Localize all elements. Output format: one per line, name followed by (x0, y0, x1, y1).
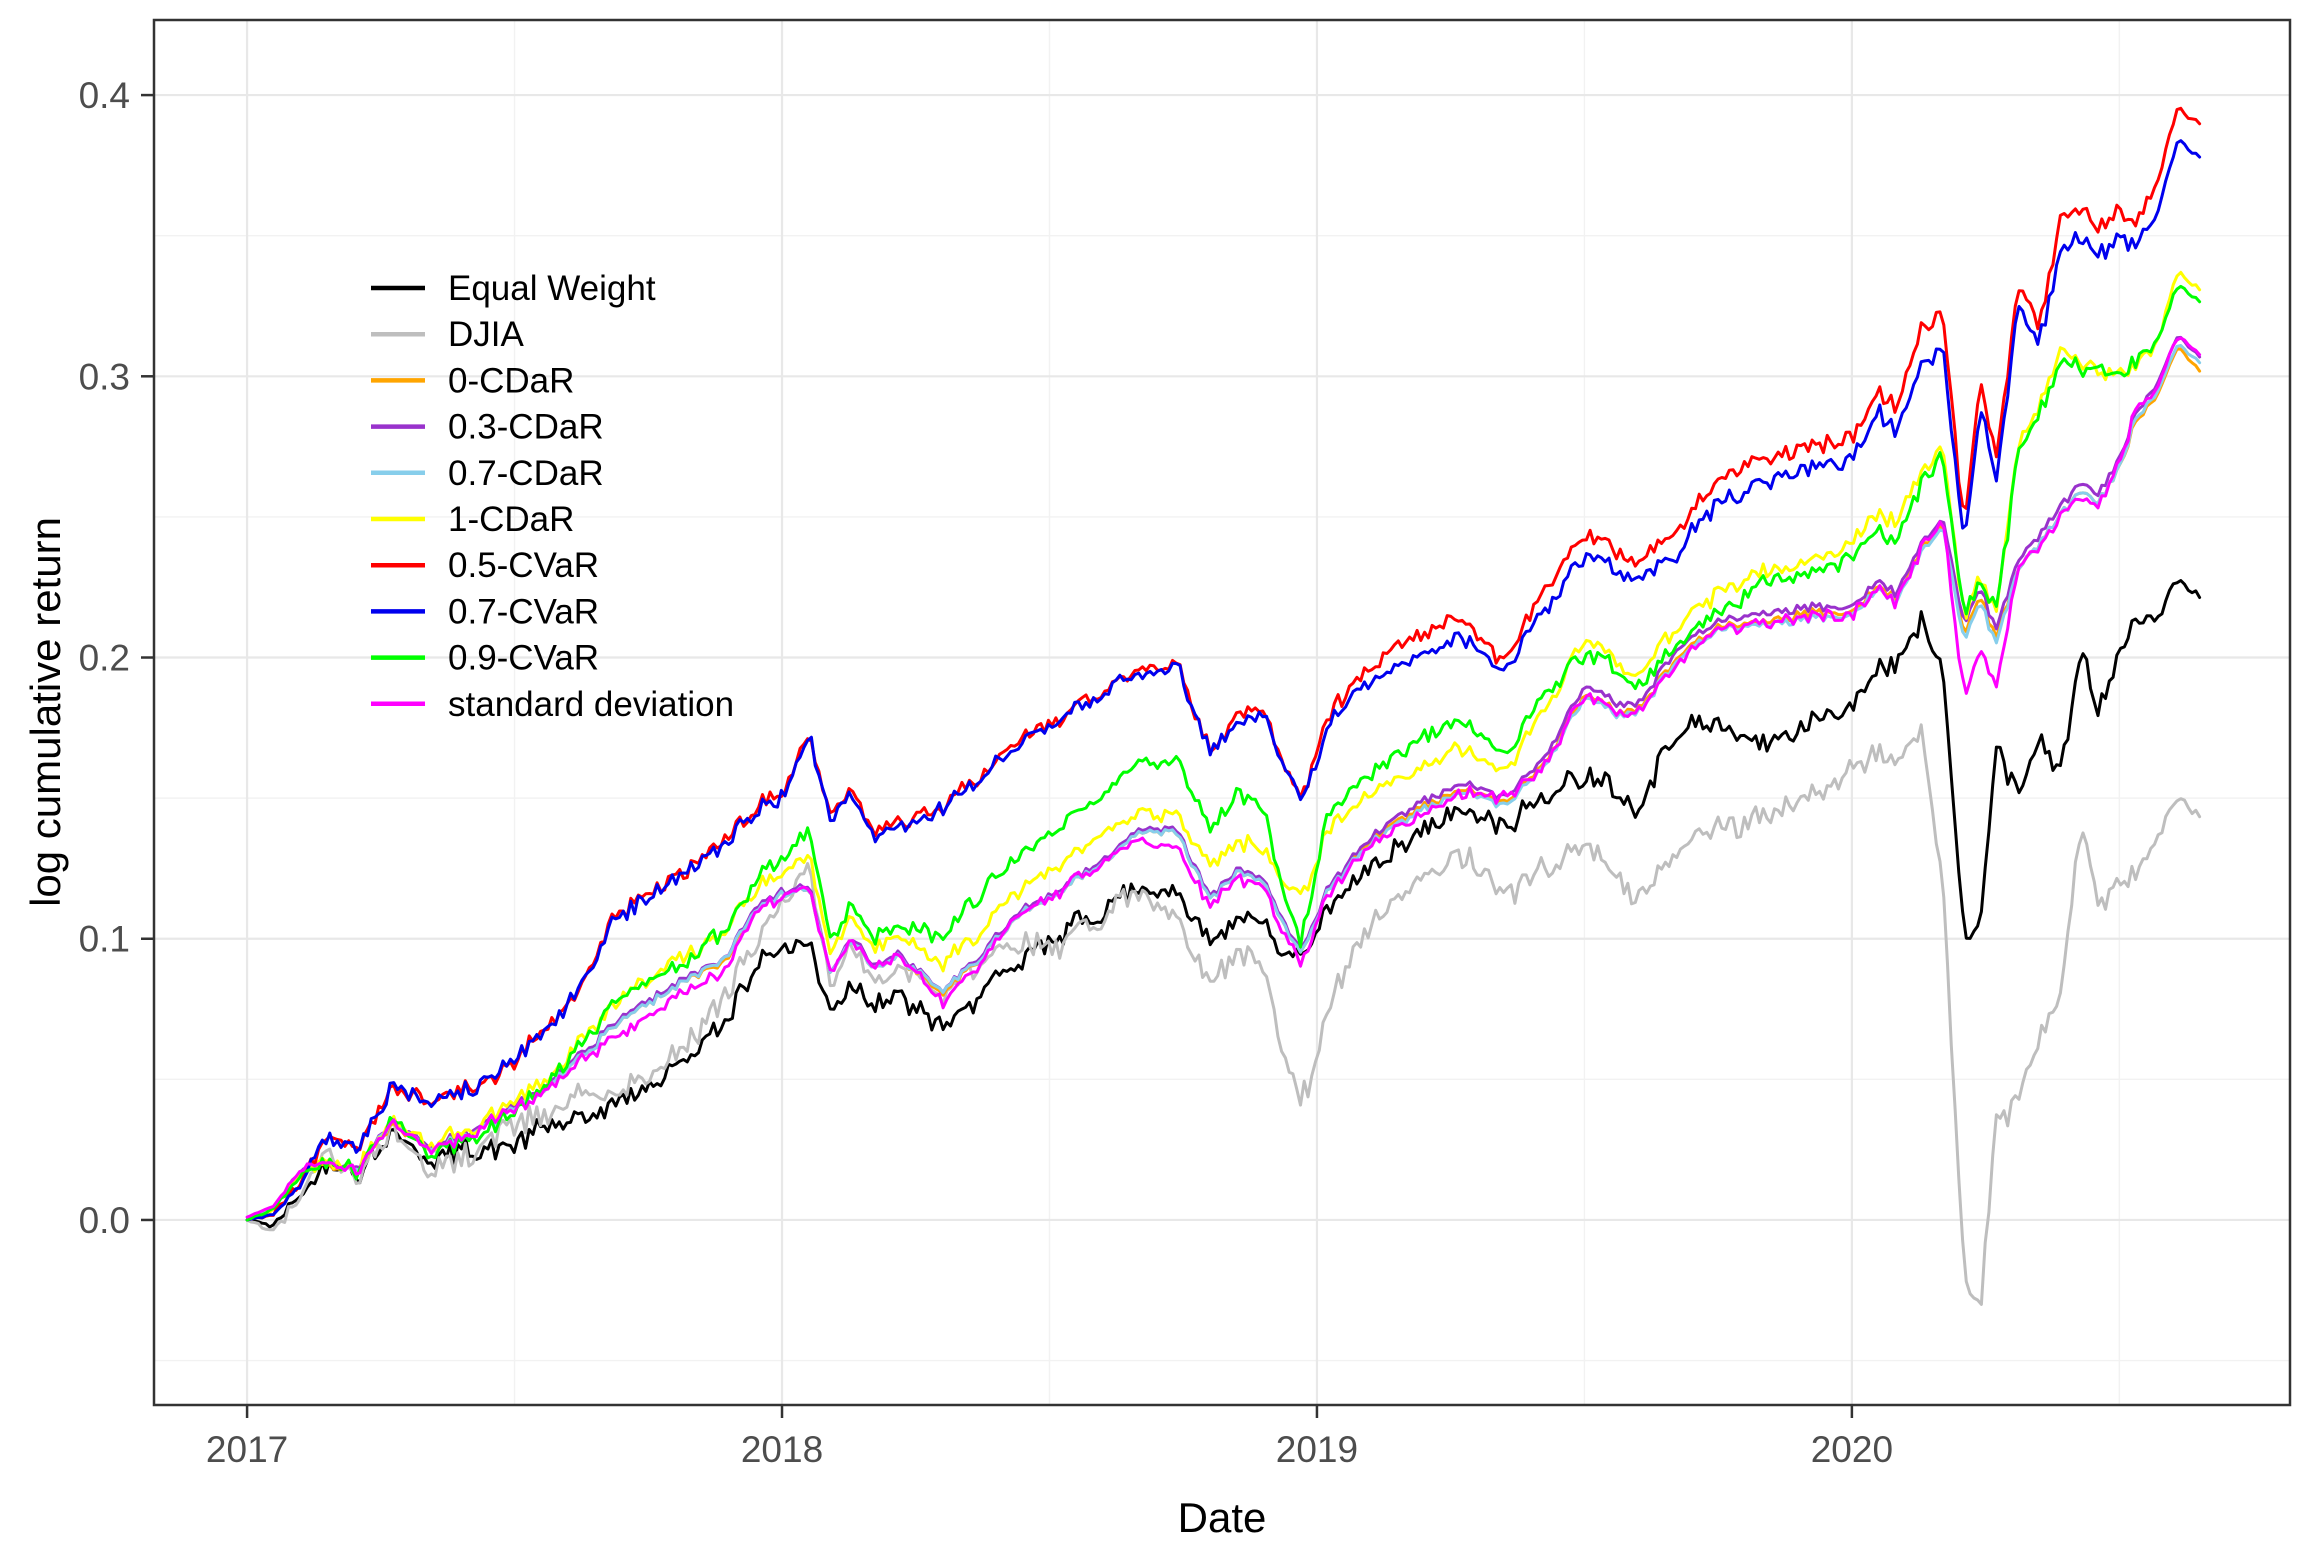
y-tick-label: 0.0 (79, 1200, 130, 1241)
series-line-0-9-cvar (245, 284, 2202, 1222)
legend-label-djia: DJIA (448, 315, 525, 354)
y-axis-title: log cumulative return (22, 517, 69, 907)
legend-label-0-5-cvar: 0.5-CVaR (448, 546, 599, 585)
legend-label-0-3-cdar: 0.3-CDaR (448, 408, 604, 447)
x-tick-label: 2019 (1276, 1429, 1358, 1470)
series-line-0-3-cdar (245, 335, 2202, 1222)
x-axis-title: Date (1177, 1494, 1267, 1541)
series-line-djia (245, 723, 2202, 1306)
legend-label-0-9-cvar: 0.9-CVaR (448, 639, 599, 678)
x-tick-label: 2017 (206, 1429, 288, 1470)
series-line-standard-deviation (245, 336, 2202, 1219)
series-line-0-7-cvar (245, 139, 2202, 1222)
legend-label-0-7-cvar: 0.7-CVaR (448, 592, 599, 631)
legend-label-0-cdar: 0-CDaR (448, 361, 574, 400)
series-line-1-cdar (245, 270, 2202, 1222)
x-tick-label: 2020 (1811, 1429, 1893, 1470)
legend-label-0-7-cdar: 0.7-CDaR (448, 454, 604, 493)
panel-border (152, 18, 2292, 1407)
y-tick-label: 0.2 (79, 638, 130, 679)
x-tick-label: 2018 (741, 1429, 823, 1470)
legend-label-1-cdar: 1-CDaR (448, 500, 574, 539)
y-tick-label: 0.1 (79, 919, 130, 960)
y-tick-label: 0.3 (79, 356, 130, 397)
legend-label-standard-deviation: standard deviation (448, 685, 734, 724)
legend-label-equal-weight: Equal Weight (448, 269, 656, 308)
series-line-equal-weight (245, 579, 2202, 1229)
y-tick-label: 0.4 (79, 75, 130, 116)
